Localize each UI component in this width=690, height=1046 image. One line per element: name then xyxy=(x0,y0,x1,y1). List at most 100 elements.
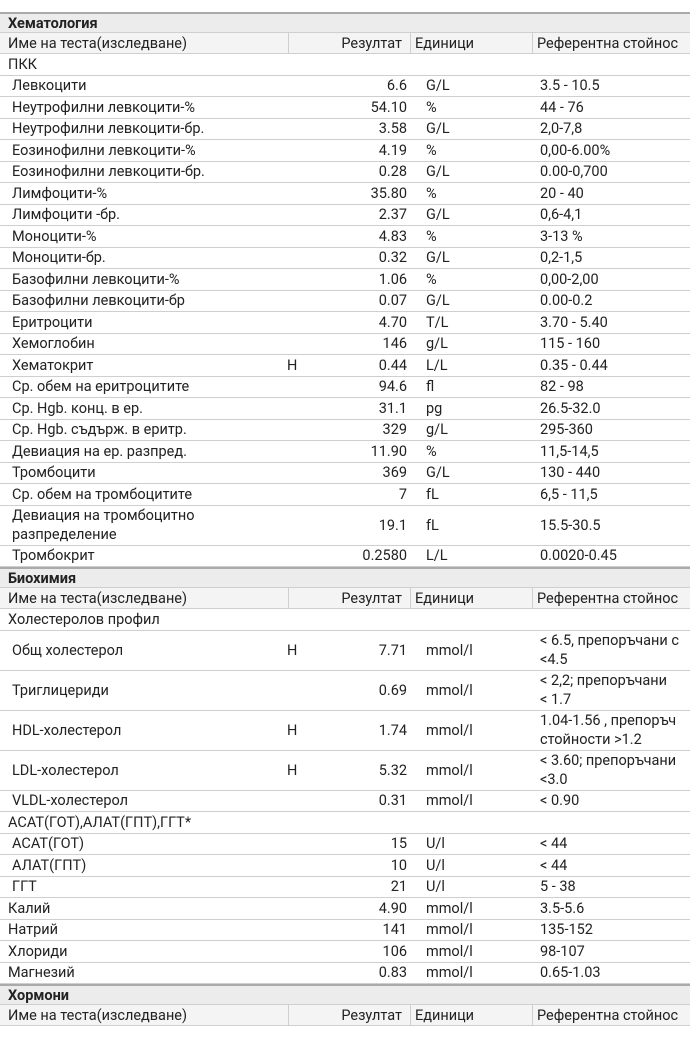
section-title: Биохимия xyxy=(0,567,690,588)
reference: < 44 xyxy=(540,835,568,853)
column-header-text: Референтна стойнос xyxy=(532,588,690,608)
units: g/L xyxy=(426,335,448,353)
units: mmol/l xyxy=(426,721,473,739)
reference: < 6.5, препоръчани с <4.5 xyxy=(540,632,679,668)
result-row: Натрий 141 mmol/l 135-152 xyxy=(0,920,690,941)
reference: 3.5 - 10.5 xyxy=(540,77,600,95)
result-row: Еозинофилни левкоцити-% 4.19% 0,00-6.00% xyxy=(0,140,690,162)
result: 1.06 xyxy=(378,270,407,288)
test-name: Ср. обем на еритроцитите xyxy=(12,378,190,396)
result: 0.69 xyxy=(378,681,407,699)
result-row: Лимфоцити -бр. 2.37 G/L 0,6-4,1 xyxy=(0,205,690,226)
result: 2.37 xyxy=(378,206,407,224)
column-header-text: Референтна стойнос xyxy=(532,1005,690,1025)
reference: 0.65-1.03 xyxy=(540,964,601,982)
result: 19.1 xyxy=(378,516,407,534)
units: g/L xyxy=(426,421,448,439)
column-header: Име на теста(изследване) Резултат Единици Р… xyxy=(0,33,690,54)
result: 1.74 xyxy=(378,721,407,739)
units: mmol/l xyxy=(426,792,473,810)
result-row: ГГТ 21 U/l 5 - 38 xyxy=(0,877,690,898)
result-row: АЛАТ(ГПТ) 10 U/l < 44 xyxy=(0,855,690,877)
test-name: Левкоцити xyxy=(12,77,87,95)
result: 4.83 xyxy=(378,227,407,245)
result-row: Моноцити-бр. 0.32 G/L 0,2-1,5 xyxy=(0,248,690,269)
result-row: LDL-холестерол H 5.32 mmol/l < 3.60; препоръ… xyxy=(0,751,690,791)
reference: 0.35 - 0.44 xyxy=(540,356,608,374)
column-header-text: Име на теста(изследване) xyxy=(8,1006,188,1024)
units: mmol/l xyxy=(426,942,473,960)
result: 0.32 xyxy=(378,249,407,267)
reference: 5 - 38 xyxy=(540,878,576,896)
reference: < 44 xyxy=(540,856,568,874)
reference: < 0.90 xyxy=(540,792,580,810)
result: 329 xyxy=(382,421,407,439)
test-name: Калий xyxy=(8,899,51,917)
flag: H xyxy=(287,641,298,659)
reference: 2,0-7,8 xyxy=(540,120,583,138)
units: mmol/l xyxy=(426,964,473,982)
units: % xyxy=(426,270,437,288)
group-name: Холестеролов профил xyxy=(8,610,160,628)
units: G/L xyxy=(426,249,450,267)
section-title-text: Биохимия xyxy=(8,569,77,587)
test-name: Триглицериди xyxy=(12,681,109,699)
result: 106 xyxy=(382,942,407,960)
units: fL xyxy=(426,485,439,503)
result: 0.28 xyxy=(378,163,407,181)
units: mmol/l xyxy=(426,921,473,939)
reference: 135-152 xyxy=(540,921,593,939)
result-row: Ср. Hgb. конц. в ер. 31.1 pg 26.5-32.0 xyxy=(0,398,690,420)
test-name: АЛАТ(ГПТ) xyxy=(12,856,87,874)
result: 141 xyxy=(382,921,407,939)
test-name: Моноцити-бр. xyxy=(12,249,106,267)
reference: 26.5-32.0 xyxy=(540,399,601,417)
result-row: Ср. обем на тромбоцитите 7 fL 6,5 - 11,5 xyxy=(0,484,690,506)
result: 21 xyxy=(390,878,407,896)
group-name: АСАТ(ГОТ),АЛАТ(ГПТ),ГГТ* xyxy=(8,813,192,831)
section-title-text: Хематология xyxy=(8,14,98,32)
flag: H xyxy=(287,356,298,374)
result: 15 xyxy=(390,835,407,853)
result-row: Общ холестерол H 7.71 mmol/l < 6.5, препоръч… xyxy=(0,631,690,671)
units: L/L xyxy=(426,356,448,374)
units: T/L xyxy=(426,313,449,331)
test-name: Ср. Hgb. конц. в ер. xyxy=(12,399,143,417)
test-name: Хематокрит xyxy=(12,356,94,374)
result-row: Хемоглобин 146 g/L 115 - 160 xyxy=(0,334,690,355)
test-name: Тромбоцити xyxy=(12,464,96,482)
result-row: Моноцити-% 4.83% 3-13 % xyxy=(0,226,690,248)
result-row: HDL-холестерол H 1.74 mmol/l 1.04-1.56 , пре… xyxy=(0,711,690,751)
result: 0.2580 xyxy=(362,547,407,565)
result: 369 xyxy=(382,464,407,482)
reference: 0,00-2,00 xyxy=(540,270,599,288)
group-row: Холестеролов профил xyxy=(0,609,690,631)
reference: 44 - 76 xyxy=(540,98,584,116)
units: fL xyxy=(426,516,439,534)
result: 0.44 xyxy=(378,356,407,374)
result-row: Триглицериди 0.69 mmol/l < 2,2; препоръчани… xyxy=(0,671,690,711)
column-header: Име на теста(изследване) Резултат Единици Р… xyxy=(0,588,690,609)
result-row: Хематокрит H 0.44 L/L 0.35 - 0.44 xyxy=(0,355,690,377)
result: 5.32 xyxy=(378,761,407,779)
test-name: Лимфоцити-% xyxy=(12,184,108,202)
test-name: Еозинофилни левкоцити-бр. xyxy=(12,163,205,181)
result-row: Тромбоцити 369 G/L 130 - 440 xyxy=(0,463,690,484)
units: % xyxy=(426,98,437,116)
test-name: Девиация на тромбоцитно разпределение xyxy=(12,507,195,543)
result: 94.6 xyxy=(378,378,407,396)
flag: H xyxy=(287,721,298,739)
test-name: АСАТ(ГОТ) xyxy=(12,835,85,853)
reference: 0,6-4,1 xyxy=(540,206,583,224)
result: 0.07 xyxy=(378,292,407,310)
units: mmol/l xyxy=(426,641,473,659)
test-name: LDL-холестерол xyxy=(12,761,119,779)
column-header-text: Единици xyxy=(410,33,532,53)
result: 0.83 xyxy=(378,964,407,982)
test-name: Общ холестерол xyxy=(12,641,124,659)
result: 4.70 xyxy=(378,313,407,331)
reference: 82 - 98 xyxy=(540,378,584,396)
reference: 6,5 - 11,5 xyxy=(540,485,598,503)
units: U/l xyxy=(426,856,445,874)
units: mmol/l xyxy=(426,761,473,779)
